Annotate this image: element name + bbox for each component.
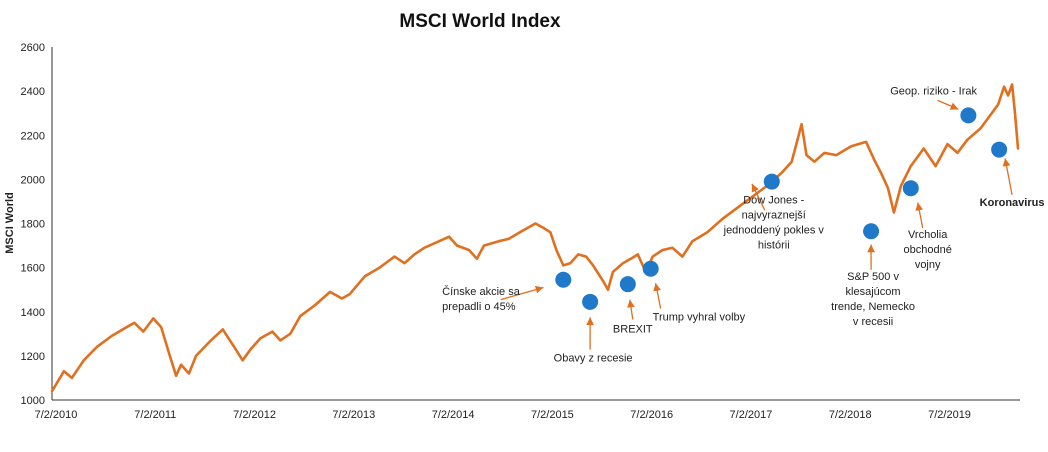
x-tick-label: 7/2/2013 <box>332 409 375 421</box>
x-tick-label: 7/2/2010 <box>35 409 78 421</box>
event-marker <box>619 276 636 293</box>
annotation-line: vojny <box>915 259 941 271</box>
annotation-line: BREXIT <box>613 324 653 336</box>
series-line-msci-world <box>50 83 1020 393</box>
x-tick-label: 7/2/2012 <box>233 409 276 421</box>
annotation-line: Čínske akcie sa <box>442 285 521 298</box>
annotation-label: BREXIT <box>613 324 653 336</box>
annotation-label: Trump vyhral volby <box>653 312 746 324</box>
annotation-line: obchodné <box>904 244 952 256</box>
event-markers <box>555 107 1008 310</box>
event-marker <box>991 141 1008 158</box>
y-tick-label: 1800 <box>21 219 45 231</box>
annotation-line: histórii <box>758 240 790 252</box>
x-tick-label: 7/2/2017 <box>730 409 773 421</box>
annotation-label: Vrcholia obchodné vojny <box>904 229 952 271</box>
annotation-line: Vrcholia <box>908 229 948 241</box>
annotation-arrow <box>627 299 635 320</box>
y-tick-label: 2000 <box>21 174 45 186</box>
x-tick-label: 7/2/2014 <box>432 409 475 421</box>
y-tick-label: 1400 <box>21 307 45 319</box>
annotation-arrow <box>751 183 766 211</box>
annotation-arrow <box>653 282 662 309</box>
y-axis-label: MSCI World <box>4 192 16 254</box>
annotation-label: Koronavirus <box>980 197 1045 209</box>
event-marker <box>555 271 572 288</box>
annotation-line: Obavy z recesie <box>554 352 633 364</box>
y-tick-labels: 1000 1200 1400 1600 1800 2000 2200 2400 2600 <box>21 42 45 407</box>
annotation-line: najvyraznejší <box>742 210 806 222</box>
annotation-line: S&P 500 v <box>847 271 899 283</box>
annotation-label: S&P 500 v klesajúcom trende, Nemecko v rece… <box>831 271 915 328</box>
annotation-arrow <box>500 285 544 301</box>
y-tick-label: 2400 <box>21 86 45 98</box>
y-tick-label: 2600 <box>21 42 45 54</box>
event-annotations: Čínske akcie sa prepadli o 45% Obavy z rec… <box>442 85 1044 364</box>
x-tick-label: 7/2/2015 <box>531 409 574 421</box>
annotation-arrow <box>937 99 959 110</box>
x-tick-label: 7/2/2016 <box>630 409 673 421</box>
annotation-line: Dow Jones - <box>743 195 804 207</box>
y-tick-label: 1600 <box>21 263 45 275</box>
y-tick-label: 1000 <box>21 395 45 407</box>
x-tick-label: 7/2/2018 <box>829 409 872 421</box>
annotation-line: trende, Nemecko <box>831 301 915 313</box>
x-tick-label: 7/2/2019 <box>928 409 971 421</box>
annotation-line: Trump vyhral volby <box>653 312 746 324</box>
event-marker <box>763 173 780 190</box>
chart-title: MSCI World Index <box>399 11 561 32</box>
annotation-arrow <box>915 202 924 229</box>
annotation-line: Koronavirus <box>980 197 1045 209</box>
y-tick-label: 2200 <box>21 130 45 142</box>
annotation-line: Geop. riziko - Irak <box>890 85 977 97</box>
annotation-label: Obavy z recesie <box>554 352 633 364</box>
x-tick-label: 7/2/2011 <box>134 409 176 421</box>
annotation-label: Čínske akcie sa prepadli o 45% <box>442 285 521 313</box>
annotation-label: Dow Jones - najvyraznejší jednoddený pokle… <box>723 195 825 252</box>
annotation-line: klesajúcom <box>846 286 901 298</box>
annotation-arrow <box>1002 158 1013 195</box>
event-marker <box>642 260 659 277</box>
annotation-line: prepadli o 45% <box>442 301 516 313</box>
event-marker <box>582 293 599 310</box>
annotation-line: v recesii <box>853 316 893 328</box>
annotation-label: Geop. riziko - Irak <box>890 85 977 97</box>
y-tick-label: 1200 <box>21 351 45 363</box>
event-marker <box>960 107 977 124</box>
event-marker <box>902 180 919 197</box>
x-tick-labels: 7/2/2010 7/2/2011 7/2/2012 7/2/2013 7/2/2014… <box>35 409 971 421</box>
annotation-line: jednoddený pokles v <box>723 225 825 237</box>
event-marker <box>863 223 880 240</box>
